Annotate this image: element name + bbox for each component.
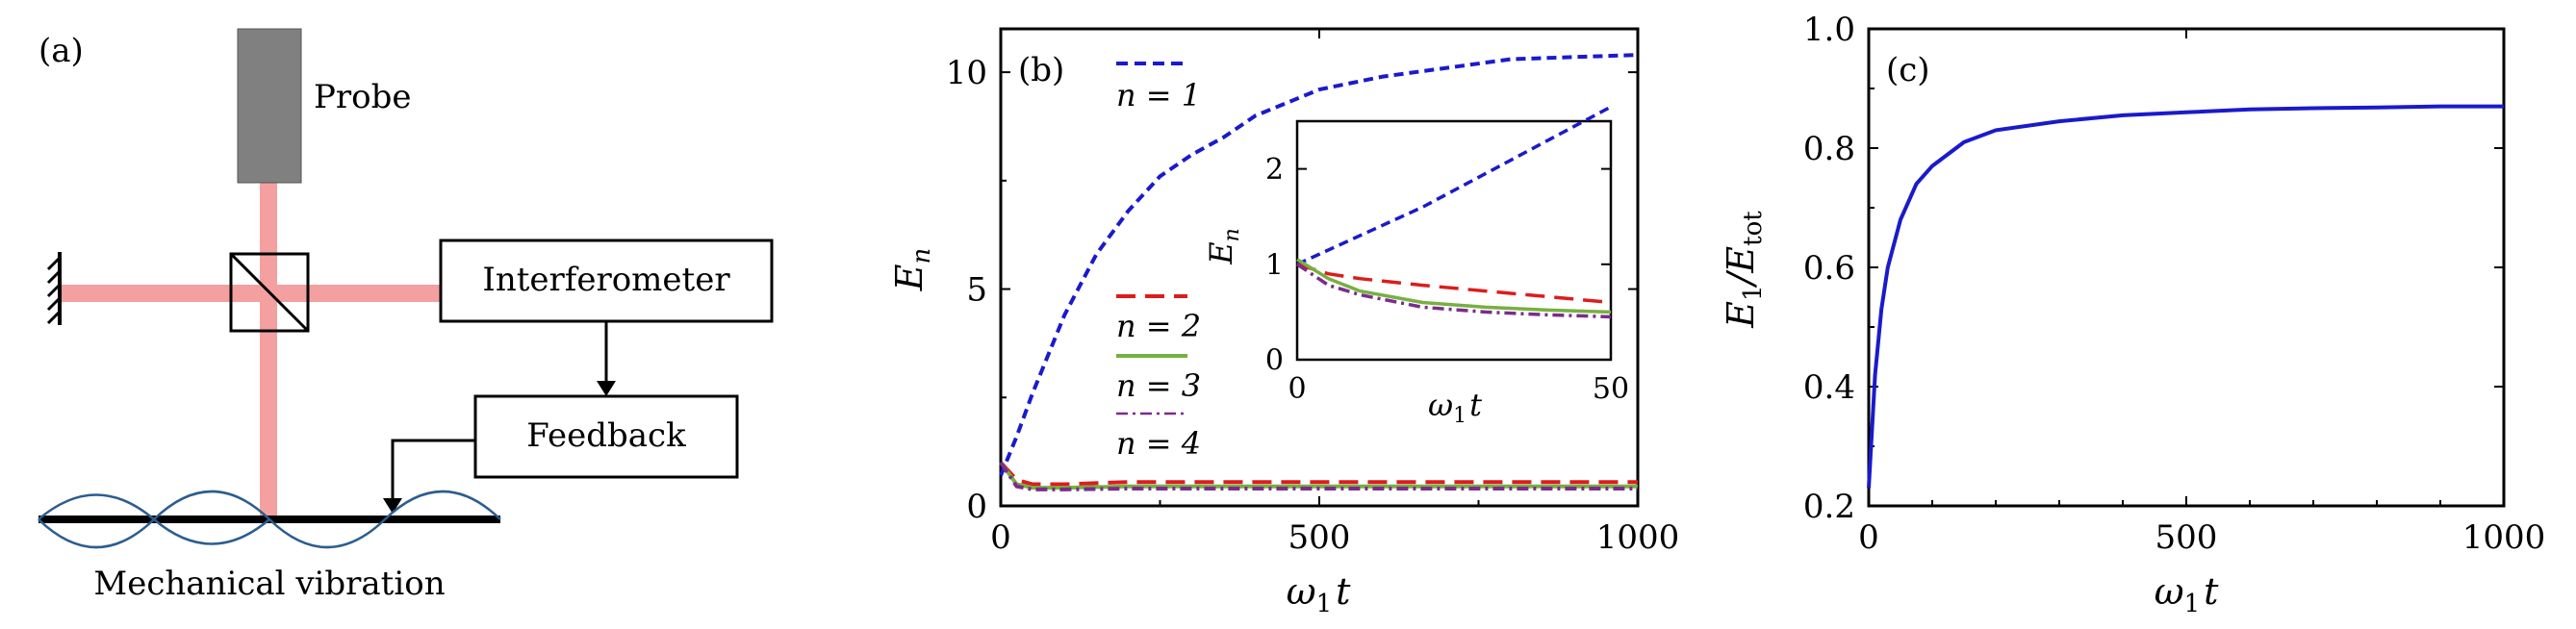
panel-c-chart: 0 500 1000 0.2 0.4 0.6 0.8 1.0 (c) E1/Etot ω1 t	[1720, 11, 2545, 618]
panel-b-xtick-label: 500	[1288, 518, 1351, 557]
panel-b-series	[999, 53, 1639, 491]
panel-c-ytick-label: 0.2	[1803, 488, 1855, 526]
inset-xlabel: ω1t	[1428, 387, 1482, 428]
inset-background	[1295, 119, 1613, 362]
inset-ytick-label: 0	[1265, 344, 1284, 378]
inset-xtick-label: 0	[1288, 372, 1306, 406]
panel-a-label: (a)	[38, 32, 84, 70]
svg-text:E1/Etot: E1/Etot	[1720, 211, 1768, 329]
inset-series	[1296, 105, 1612, 319]
beam-splitter	[229, 252, 310, 333]
mirror-hatch	[46, 256, 62, 325]
probe-block	[237, 28, 302, 184]
arrow-to-plate-head	[383, 498, 402, 514]
panel-b-inset: 0 50 0 1 2 En ω1t	[1203, 105, 1629, 428]
panel-b-series-line-1	[999, 53, 1639, 477]
panel-c-xtick-label: 500	[2155, 518, 2218, 557]
inset-ytick-label: 2	[1265, 153, 1284, 187]
panel-c-ytick-label: 0.8	[1803, 130, 1855, 168]
panel-b-ytick-label: 10	[946, 54, 987, 92]
inset-series-line-1	[1296, 105, 1612, 266]
inset-ylabel: En	[1203, 228, 1244, 265]
panel-c-ytick-label: 1.0	[1803, 11, 1855, 49]
legend-label-n1: n = 1	[1116, 77, 1201, 113]
panel-b-ytick-label: 0	[966, 488, 987, 526]
panel-c-series-line-1	[1867, 104, 2504, 489]
inset-ytick-label: 1	[1265, 248, 1284, 282]
horizontal-beam	[60, 285, 441, 302]
panel-c-ytick-label: 0.6	[1803, 249, 1855, 288]
probe-label: Probe	[314, 78, 412, 116]
feedback-label: Feedback	[526, 416, 686, 455]
panel-c-xtick-label: 1000	[2462, 518, 2546, 557]
legend-label-n3: n = 3	[1116, 367, 1201, 404]
inset-xtick-label: 50	[1593, 372, 1629, 406]
beam-splitter-diagonal	[229, 252, 310, 333]
panel-b-ylabel: En	[888, 248, 936, 292]
panel-c-axis-ticks: 0 500 1000 0.2 0.4 0.6 0.8 1.0	[1803, 11, 2545, 557]
interferometer-box	[439, 239, 774, 323]
panel-a-schematic: (a) Probe Interferometer Feedback	[38, 28, 774, 603]
panel-b-xtick-label: 0	[990, 518, 1011, 557]
panel-c-xlabel: ω1 t	[2155, 570, 2220, 618]
svg-text:En: En	[888, 248, 936, 292]
panel-b-label: (b)	[1018, 51, 1064, 89]
feedback-box	[473, 394, 739, 479]
inset-series-line-3	[1296, 258, 1612, 314]
arrow-to-plate	[391, 439, 475, 500]
panel-c-xtick-label: 0	[1858, 518, 1879, 557]
vibration-wave-full	[38, 490, 501, 549]
panel-c-ytick-label: 0.4	[1803, 368, 1855, 407]
panel-c-label: (c)	[1886, 51, 1930, 89]
panel-c-ylabel: E1/Etot	[1720, 211, 1768, 329]
panel-b-legend: n = 1 n = 2 n = 3 n = 4	[1116, 62, 1201, 462]
vibration-label: Mechanical vibration	[93, 565, 445, 603]
panel-b-series-line-4	[999, 461, 1638, 491]
panel-b-xtick-label: 1000	[1596, 518, 1680, 557]
arrow-to-feedback-head	[597, 381, 616, 396]
panel-b-ytick-label: 5	[966, 270, 987, 309]
panel-b-series-line-3	[999, 461, 1638, 491]
legend-label-n2: n = 2	[1116, 308, 1201, 344]
panel-b-xlabel: ω1 t	[1287, 570, 1352, 618]
panel-c-series	[1867, 104, 2504, 489]
inset-series-line-2	[1296, 263, 1612, 305]
vertical-beam	[260, 183, 277, 517]
svg-text:En: En	[1203, 228, 1244, 265]
panel-c-frame	[1867, 27, 2506, 508]
interferometer-label: Interferometer	[482, 261, 730, 299]
panel-b-series-line-2	[999, 461, 1638, 487]
legend-label-n4: n = 4	[1116, 425, 1201, 462]
